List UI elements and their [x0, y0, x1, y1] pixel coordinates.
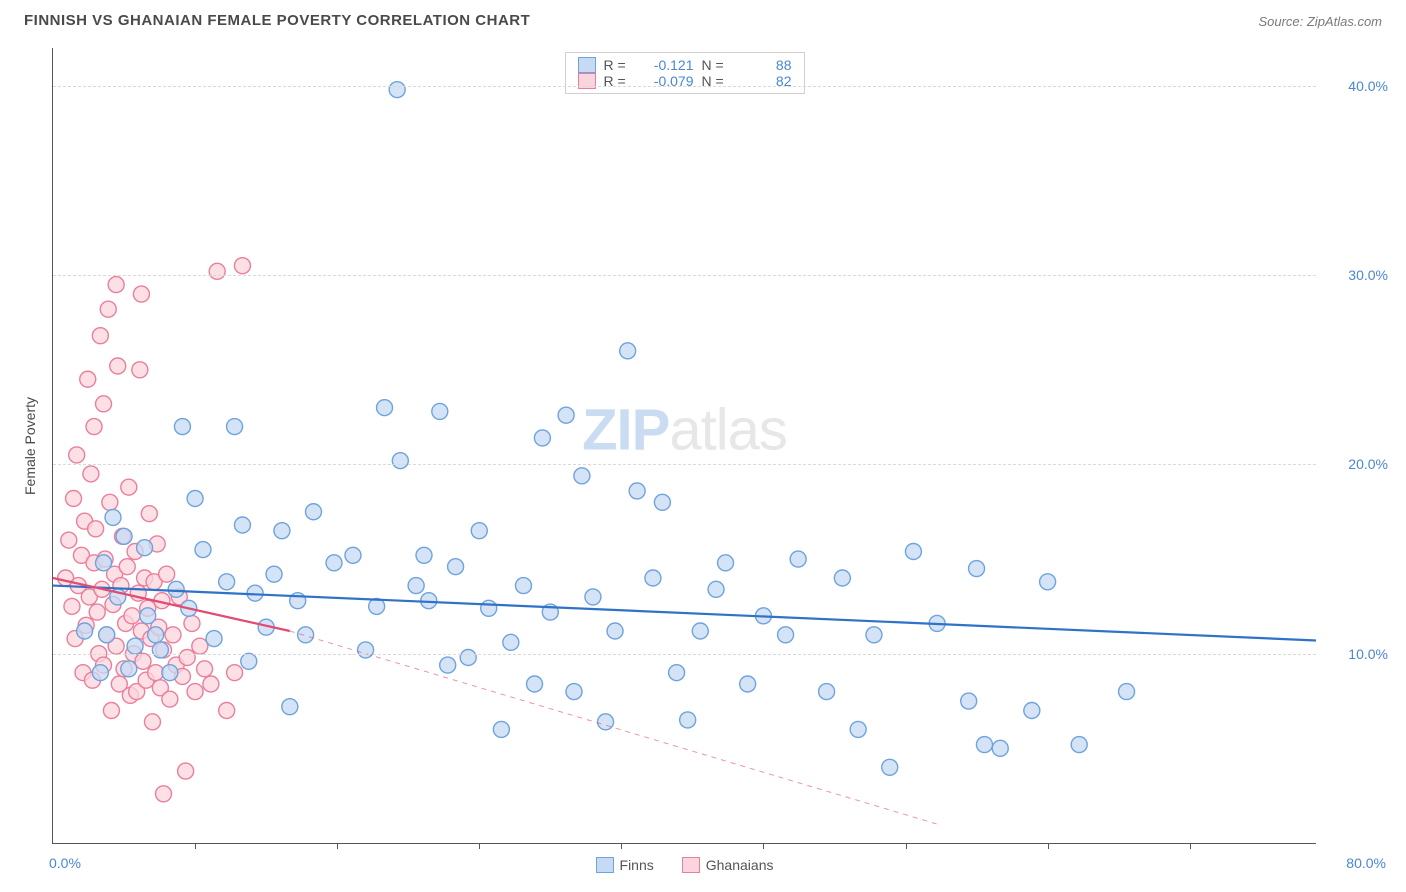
legend-series: Finns Ghanaians	[596, 857, 774, 873]
scatter-plot	[53, 48, 1316, 843]
y-axis-label: Female Poverty	[22, 397, 38, 495]
chart-title: FINNISH VS GHANAIAN FEMALE POVERTY CORRE…	[24, 12, 530, 29]
header-bar: FINNISH VS GHANAIAN FEMALE POVERTY CORRE…	[0, 0, 1406, 35]
source-label: Source: ZipAtlas.com	[1258, 14, 1382, 29]
swatch-finns-bottom	[596, 857, 614, 873]
x-axis-min: 0.0%	[49, 855, 81, 871]
chart-area: ZIPatlas R = -0.121 N = 88 R = -0.079 N …	[52, 48, 1316, 844]
legend-item-ghanaians: Ghanaians	[682, 857, 774, 873]
x-axis-max: 80.0%	[1346, 855, 1386, 871]
legend-item-finns: Finns	[596, 857, 654, 873]
swatch-ghanaians-bottom	[682, 857, 700, 873]
